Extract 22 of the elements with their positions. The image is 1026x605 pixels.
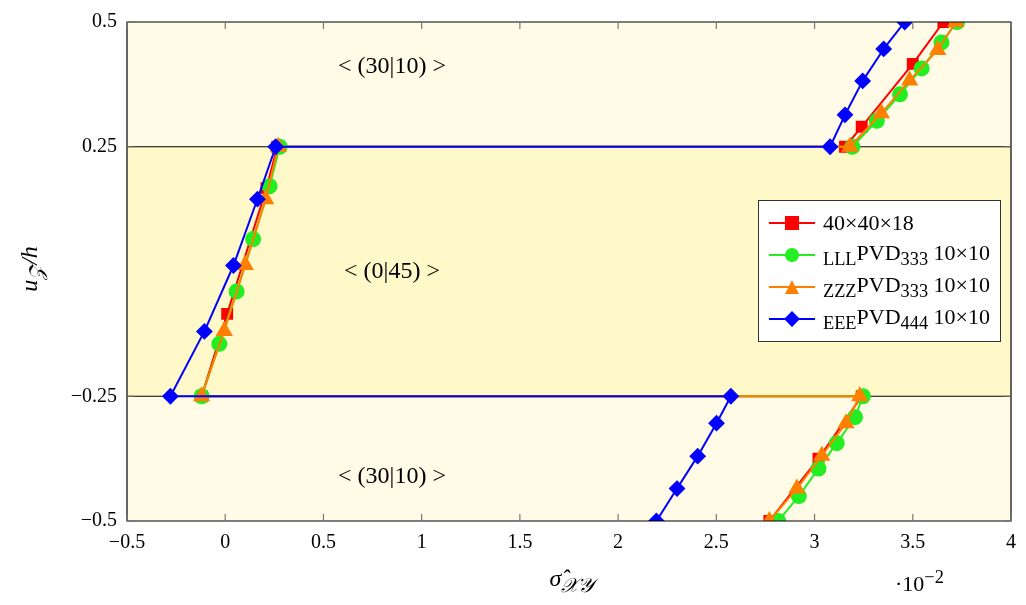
x-tick-label: 4 — [1006, 530, 1016, 553]
band-label: < (30|10) > — [338, 461, 446, 488]
x-tick-label: 3.5 — [900, 530, 926, 553]
x-tick-label: 0.5 — [310, 530, 336, 553]
x-tick-label: 1.5 — [507, 530, 533, 553]
y-tick-label: 0.5 — [92, 9, 117, 32]
legend-label: $_{EEE}$PVD$_{444}$ 10×10 — [822, 303, 990, 335]
legend-label: $_{LLL}$PVD$_{333}$ 10×10 — [822, 239, 990, 271]
y-tick-label: 0.25 — [82, 134, 117, 156]
x-tick-label: 2 — [613, 530, 624, 553]
x-tick-label: 2.5 — [703, 530, 729, 553]
y-tick-label: −0.5 — [80, 508, 117, 531]
band-label: < (30|10) > — [338, 51, 446, 78]
legend-label: 40×40×18 — [822, 210, 914, 236]
x-tick-label: 0 — [220, 530, 231, 553]
x-tick-label: −0.5 — [108, 530, 146, 553]
x-tick-label: 3 — [809, 530, 820, 553]
band-label: < (0|45) > — [344, 256, 440, 283]
y-tick-label: −0.25 — [70, 383, 117, 406]
legend-label: $_{ZZZ}$PVD$_{333}$ 10×10 — [822, 271, 990, 303]
text: ·10$^{−2}$ — [895, 567, 944, 598]
x-tick-label: 1 — [416, 530, 427, 553]
